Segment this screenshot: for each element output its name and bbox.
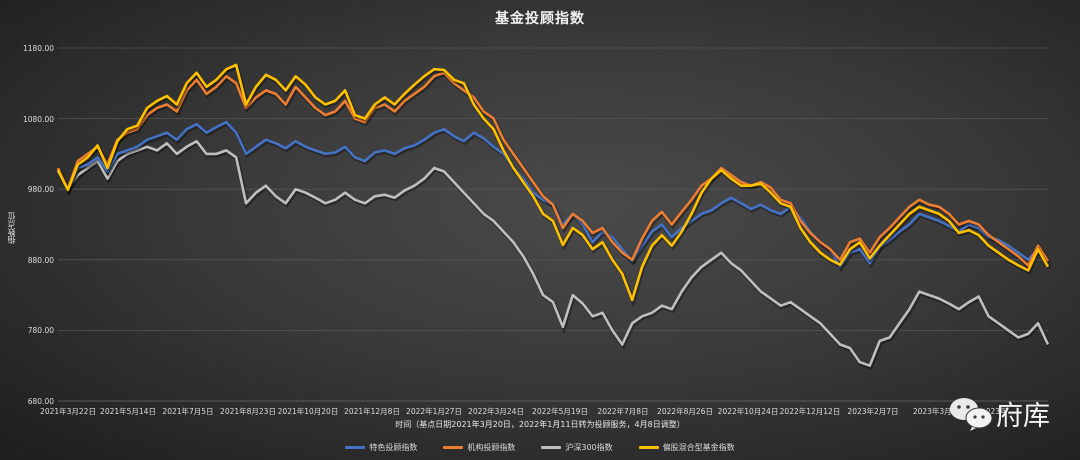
x-tick: 2022年8月26日 <box>657 407 713 416</box>
series-line <box>56 139 1050 368</box>
chart-title: 基金投顾指数 <box>495 11 585 27</box>
y-tick: 1180.00 <box>22 44 54 53</box>
legend-item-featured[interactable]: 特色投顾指数 <box>345 442 417 453</box>
x-tick: 2022年12月12日 <box>779 407 841 416</box>
x-tick: 2022年1月27日 <box>406 407 462 416</box>
x-tick: 2023年2月7日 <box>847 407 899 416</box>
legend-item-equity-mixed[interactable]: 偏股混合型基金指数 <box>638 442 735 453</box>
x-tick: 2021年3月22日 <box>40 407 96 416</box>
watermark-text: 府库 <box>996 401 1050 432</box>
watermark: 府库 <box>948 394 1050 433</box>
y-tick: 1080.00 <box>22 115 54 124</box>
x-axis-label: 时间（基点日期2021年3月20日，2022年1月11日转为投顾服务，4月8日调… <box>395 420 685 429</box>
y-tick: 980.00 <box>27 185 54 194</box>
x-tick: 2023年3月… <box>912 407 960 416</box>
legend-label: 机构投顾指数 <box>467 443 516 452</box>
x-tick: 2021年5月14日 <box>100 407 156 416</box>
series-line <box>56 63 1050 302</box>
x-tick: 2023年… <box>980 407 1016 416</box>
x-tick: 2021年7月5日 <box>162 407 214 416</box>
series-line <box>56 71 1050 267</box>
legend-swatch-orange <box>443 446 464 449</box>
x-tick: 2021年10月20日 <box>277 407 339 416</box>
legend-label: 偏股混合型基金指数 <box>662 443 735 452</box>
series-lines <box>56 63 1051 370</box>
legend-swatch-yellow <box>638 446 659 449</box>
legend-label: 特色投顾指数 <box>369 443 418 452</box>
legend-item-csi300[interactable]: 沪深300指数 <box>541 442 613 453</box>
gridlines <box>58 47 1048 402</box>
legend-swatch-gray <box>541 446 562 449</box>
wechat-icon <box>950 397 993 431</box>
x-tick: 2022年5月19日 <box>532 407 588 416</box>
x-tick: 2022年7月8日 <box>597 407 649 416</box>
x-tick: 2022年10月24日 <box>717 407 779 416</box>
legend-swatch-blue <box>345 446 366 449</box>
legend: 特色投顾指数 机构投顾指数 沪深300指数 偏股混合型基金指数 <box>0 442 1080 453</box>
legend-item-institutional[interactable]: 机构投顾指数 <box>443 442 515 453</box>
series-line <box>56 120 1050 269</box>
x-tick: 2021年12月8日 <box>344 407 400 416</box>
y-tick: 680.00 <box>27 397 54 406</box>
x-tick: 2021年8月23日 <box>220 407 276 416</box>
y-tick: 880.00 <box>27 256 54 265</box>
legend-label: 沪深300指数 <box>565 443 613 452</box>
y-tick: 780.00 <box>27 326 54 335</box>
x-tick: 2022年3月24日 <box>468 407 524 416</box>
